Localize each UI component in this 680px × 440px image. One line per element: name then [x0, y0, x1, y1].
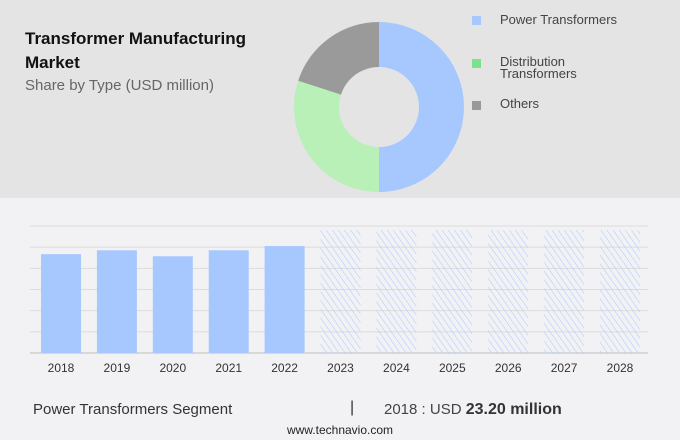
legend-label: Others: [500, 96, 540, 111]
x-tick-label: 2028: [607, 361, 634, 375]
x-tick-label: 2022: [271, 361, 298, 375]
x-tick-label: 2025: [439, 361, 466, 375]
legend-label: Power Transformers: [500, 12, 618, 27]
x-tick-label: 2018: [48, 361, 75, 375]
legend-others: Others: [472, 96, 634, 124]
website: www.technavio.com: [286, 423, 394, 437]
legend-power-transformers: Power Transformers: [472, 12, 634, 40]
forecast-bar-2026: [488, 230, 529, 353]
forecast-bar-2028: [600, 230, 640, 353]
chart-title: Transformer Manufacturing Market: [25, 29, 247, 72]
bar-2020: [152, 256, 193, 353]
value-text: 23.20 million: [465, 401, 562, 418]
legend-swatch: [472, 16, 481, 25]
segment-value: 2018 : USD 23.20 million: [384, 401, 562, 419]
year-label: 2018 : USD: [384, 401, 462, 418]
x-tick-label: 2027: [551, 361, 578, 375]
legend-swatch: [472, 59, 481, 68]
segment-label: Power Transformers Segment: [33, 401, 233, 418]
forecast-bar-2024: [376, 230, 417, 353]
x-tick-label: 2026: [495, 361, 522, 375]
donut-slice: [298, 22, 379, 95]
x-tick-label: 2021: [215, 361, 242, 375]
legend-label: Distribution Transformers: [500, 54, 577, 81]
legend-swatch: [472, 101, 481, 110]
x-tick-label: 2020: [159, 361, 186, 375]
legend-distribution-transformers: Distribution Transformers: [472, 54, 634, 82]
bar-2018: [41, 254, 81, 353]
separator: |: [350, 399, 355, 416]
forecast-bar-2025: [432, 230, 473, 353]
x-tick-label: 2023: [327, 361, 354, 375]
bar-2019: [96, 250, 137, 353]
donut-slice: [379, 22, 464, 192]
chart-subtitle: Share by Type (USD million): [25, 77, 214, 94]
donut-slice: [294, 80, 379, 192]
x-tick-label: 2024: [383, 361, 410, 375]
bar-2021: [208, 250, 249, 353]
forecast-bar-2023: [320, 230, 361, 353]
bar-2022: [264, 246, 305, 353]
x-tick-label: 2019: [104, 361, 131, 375]
forecast-bar-2027: [544, 230, 585, 353]
